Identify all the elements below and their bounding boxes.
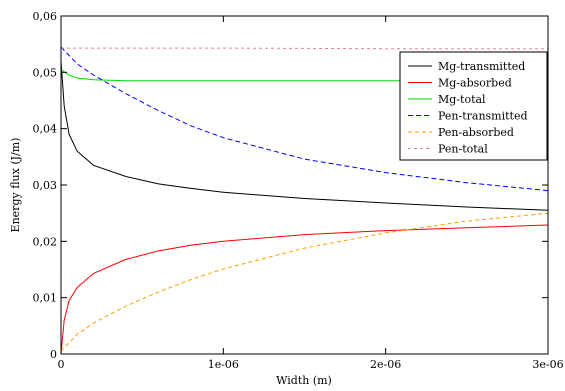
series-line-0 [60,61,549,211]
y-tick-label: 0,04 [33,123,58,136]
y-axis-title: Energy flux (J/m) [9,138,22,233]
legend-box [399,51,548,161]
legend-label-1: Mg-absorbed [438,77,512,90]
y-tick-label: 0,01 [33,292,58,305]
legend-label-5: Pen-total [438,143,488,156]
x-tick-label: 2e-06 [370,358,401,371]
x-axis-title: Width (m) [276,374,332,387]
series-line-3 [60,46,549,192]
y-tick-label: 0,05 [33,66,58,79]
x-tick-label: 3e-06 [532,358,563,371]
x-tick-label: 1e-06 [208,358,239,371]
x-tick-label: 0 [58,358,65,371]
y-tick-label: 0,03 [33,179,58,192]
y-tick-label: 0,06 [33,10,58,23]
legend-label-0: Mg-transmitted [438,60,525,73]
series-line-1 [60,224,549,355]
legend: Mg-transmitted Mg-absorbed Mg-total Pen-tra… [399,51,548,161]
legend-label-4: Pen-absorbed [438,126,514,139]
y-tick-label: 0 [50,348,57,361]
y-tick-label: 0,02 [33,235,58,248]
series-line-2 [60,69,548,82]
legend-label-3: Pen-transmitted [438,110,528,123]
legend-label-2: Mg-total [438,93,486,106]
ticks-layer: 0 1e-06 2e-06 3e-06 0 0,01 0,02 0,03 0,04 0,05 0,0… [33,10,564,371]
series-line-4 [60,212,549,352]
series-layer [60,46,549,355]
